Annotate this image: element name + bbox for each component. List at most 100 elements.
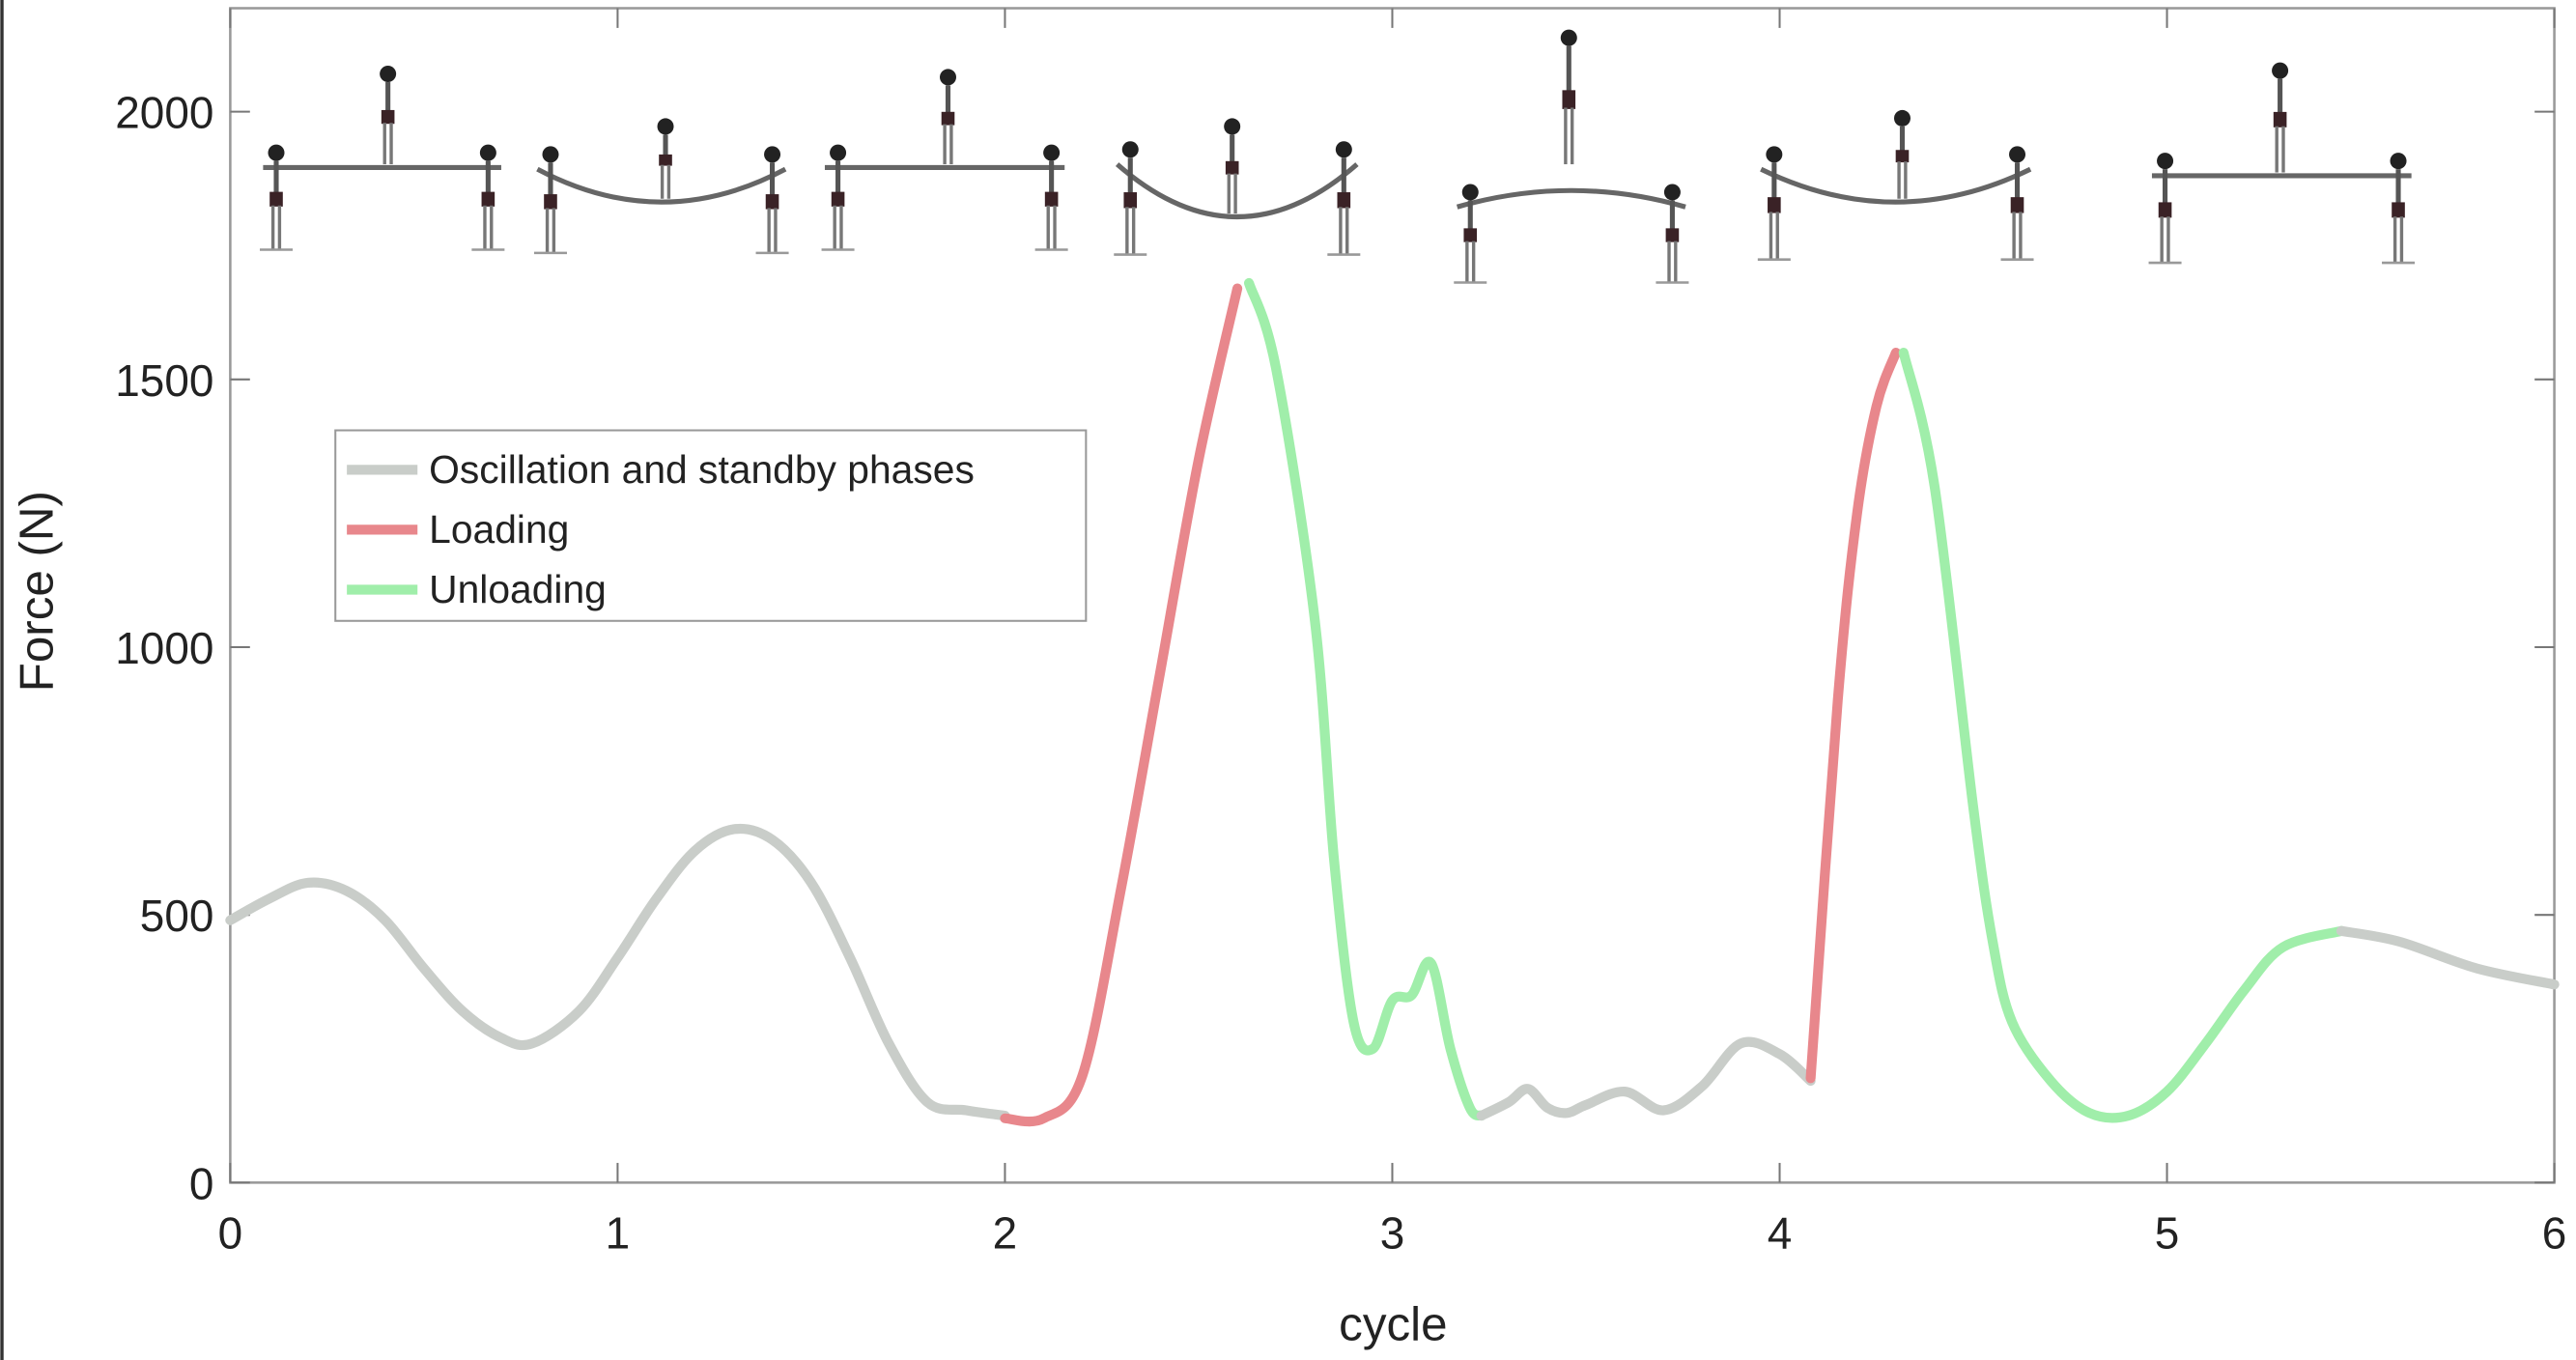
shorts — [381, 109, 395, 125]
head — [1224, 118, 1241, 135]
series-line-loading-4 — [1805, 347, 1901, 1084]
head — [380, 66, 397, 83]
pole-holder-right — [1335, 141, 1352, 255]
illustration-panel-5 — [1454, 29, 1689, 284]
y-tick-label: 2000 — [115, 88, 213, 138]
jumper — [1560, 29, 1577, 165]
pole-holder-right — [479, 144, 496, 250]
head — [2272, 62, 2289, 79]
shorts — [1123, 192, 1138, 209]
jumper — [1224, 118, 1241, 214]
x-tick-label: 5 — [2155, 1207, 2180, 1258]
legend-label: Oscillation and standby phases — [429, 447, 975, 492]
head — [830, 144, 847, 161]
shorts — [1337, 192, 1351, 209]
legend: Oscillation and standby phases Loading Unl… — [334, 429, 1088, 622]
illustration-panel-2 — [533, 118, 789, 255]
shorts — [1768, 197, 1781, 213]
jumper — [939, 69, 957, 165]
series-line-unloading-5 — [1898, 347, 2347, 1123]
x-tick-label: 0 — [218, 1207, 243, 1258]
series-line-oscillation-and-standby-phases-3 — [1476, 1036, 1816, 1121]
illustration-panel-6 — [1757, 109, 2034, 261]
axis-ticks: 0 1 2 3 4 5 6 0 500 1000 1500 2000 — [115, 8, 2567, 1258]
illustration-panel-3 — [821, 69, 1068, 251]
pole-holder-right — [2390, 153, 2407, 264]
illustration-panel-4 — [1114, 118, 1361, 256]
head — [1335, 141, 1352, 158]
legend-label: Loading — [429, 507, 569, 552]
head — [1121, 141, 1139, 158]
force-series — [225, 277, 2560, 1127]
shorts — [2158, 202, 2172, 218]
y-tick-label: 0 — [189, 1158, 214, 1208]
jumper — [2272, 62, 2289, 173]
series-line-loading-1 — [1000, 283, 1243, 1127]
flexible-pole — [1115, 162, 1359, 220]
flexible-pole — [1760, 166, 2032, 205]
shorts — [2010, 197, 2024, 213]
pole-holder-right — [764, 146, 781, 253]
x-tick-label: 3 — [1380, 1207, 1405, 1258]
jumper — [380, 66, 397, 165]
shorts — [1463, 228, 1478, 242]
head — [2390, 153, 2407, 170]
illustration-panel-7 — [2148, 62, 2416, 265]
series-line-oscillation-and-standby-phases-0 — [225, 823, 1010, 1121]
pole-holder-left — [1461, 184, 1479, 283]
series-line-oscillation-and-standby-phases-6 — [2335, 925, 2560, 990]
series-line-unloading-2 — [1243, 277, 1486, 1121]
pole-holder-right — [1043, 144, 1061, 250]
flexible-pole — [1456, 187, 1686, 210]
shorts — [2392, 202, 2405, 218]
legend-label: Unloading — [429, 567, 607, 611]
x-tick-label: 2 — [993, 1207, 1018, 1258]
pole-holder-left — [1766, 146, 1783, 260]
jumper — [1893, 109, 1911, 199]
shorts — [544, 194, 557, 210]
head — [1766, 146, 1783, 163]
pole-holder-left — [2157, 153, 2174, 264]
y-tick-label: 500 — [140, 891, 214, 941]
pole-holder-left — [542, 146, 559, 253]
shorts — [1895, 150, 1910, 163]
shorts — [2273, 111, 2287, 128]
y-tick-label: 1000 — [115, 623, 213, 673]
head — [2157, 153, 2174, 170]
head — [1893, 109, 1911, 127]
trampoline-phase-illustrations — [259, 29, 2416, 284]
shorts — [659, 154, 672, 166]
head — [1461, 184, 1479, 201]
shorts — [1225, 160, 1239, 175]
head — [657, 118, 674, 135]
x-axis-label: cycle — [1339, 1298, 1447, 1351]
head — [2009, 146, 2026, 163]
legend-box — [334, 429, 1088, 622]
head — [268, 144, 285, 161]
head — [479, 144, 496, 161]
head — [764, 146, 781, 163]
shorts — [269, 191, 283, 207]
shorts — [1665, 228, 1680, 242]
head — [1043, 144, 1061, 161]
x-tick-label: 1 — [606, 1207, 631, 1258]
y-axis-label: Force (N) — [11, 491, 64, 692]
illustration-panel-1 — [259, 66, 505, 251]
head — [542, 146, 559, 163]
shorts — [1562, 90, 1576, 109]
pole-holder-right — [1663, 184, 1681, 283]
x-tick-label: 6 — [2542, 1207, 2567, 1258]
shorts — [831, 191, 845, 207]
shorts — [481, 191, 495, 207]
shorts — [941, 111, 955, 126]
head — [1663, 184, 1681, 201]
shorts — [765, 194, 779, 210]
pole-holder-right — [2009, 146, 2026, 260]
jumper — [657, 118, 674, 199]
pole-holder-left — [830, 144, 847, 250]
pole-holder-left — [268, 144, 285, 250]
y-tick-label: 1500 — [115, 355, 213, 406]
shorts — [1044, 191, 1059, 207]
head — [1560, 29, 1577, 46]
